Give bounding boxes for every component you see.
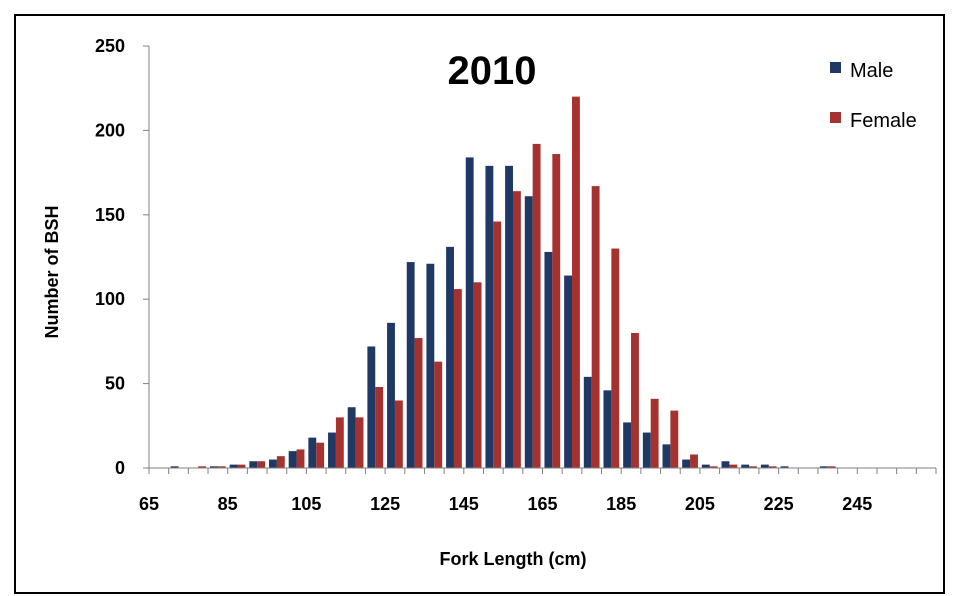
- bar-female: [729, 464, 738, 468]
- bar-female: [296, 449, 305, 468]
- bar-female: [316, 442, 325, 468]
- bar-female: [355, 417, 364, 468]
- bar-female: [532, 143, 541, 468]
- chart-svg: 2010 Number of BSH Fork Length (cm) Male…: [42, 36, 937, 569]
- x-tick-label: 145: [449, 494, 479, 514]
- bar-male: [229, 464, 238, 468]
- legend: Male Female: [830, 60, 917, 132]
- bar-female: [335, 417, 344, 468]
- bar-male: [170, 466, 179, 468]
- bar-female: [217, 466, 226, 468]
- bar-male: [682, 459, 691, 468]
- legend-swatch-female: [830, 112, 841, 123]
- bar-female: [650, 398, 659, 468]
- bar-male: [269, 459, 277, 468]
- bar-male: [505, 165, 513, 468]
- bar-female: [611, 248, 620, 468]
- bar-male: [209, 466, 218, 468]
- x-tick-label: 225: [764, 494, 794, 514]
- bar-male: [760, 464, 769, 468]
- bar-male: [741, 464, 750, 468]
- chart-frame: 2010 Number of BSH Fork Length (cm) Male…: [14, 14, 945, 594]
- bar-male: [544, 251, 553, 468]
- y-tick-label: 0: [115, 458, 125, 478]
- bar-female: [552, 154, 561, 469]
- y-tick-label: 200: [95, 120, 125, 140]
- bar-female: [709, 466, 718, 468]
- x-tick-label: 165: [527, 494, 557, 514]
- bar-male: [446, 246, 454, 468]
- bar-male: [485, 165, 494, 468]
- legend-swatch-male: [830, 62, 841, 73]
- bar-male: [780, 466, 789, 468]
- bar-male: [367, 346, 376, 468]
- bar-female: [670, 410, 679, 468]
- bar-male: [426, 263, 435, 468]
- bar-male: [642, 432, 651, 468]
- bar-male: [603, 390, 612, 468]
- bar-female: [768, 466, 777, 468]
- bar-female: [375, 386, 384, 468]
- bar-female: [827, 466, 836, 468]
- bar-male: [623, 422, 632, 468]
- bar-female: [591, 186, 600, 468]
- bar-female: [237, 464, 246, 468]
- bar-female: [493, 221, 502, 468]
- bar-male: [701, 464, 710, 468]
- bars-group: [170, 96, 836, 469]
- chart-title: 2010: [448, 49, 537, 93]
- legend-label-female: Female: [850, 110, 917, 132]
- bar-male: [819, 466, 828, 468]
- bar-female: [276, 456, 285, 468]
- bar-female: [453, 289, 462, 468]
- x-tick-label: 125: [370, 494, 400, 514]
- x-tick-label: 85: [218, 494, 238, 514]
- bar-female: [690, 454, 698, 468]
- y-tick-label: 50: [105, 374, 125, 394]
- x-tick-label: 205: [685, 494, 715, 514]
- bar-male: [387, 322, 395, 468]
- bar-male: [406, 262, 415, 468]
- bar-male: [249, 461, 258, 468]
- bar-male: [583, 376, 592, 468]
- bar-male: [662, 444, 671, 468]
- x-tick-label: 185: [606, 494, 636, 514]
- bar-female: [512, 191, 521, 468]
- bar-male: [328, 432, 336, 468]
- x-tick-label: 245: [842, 494, 872, 514]
- bar-female: [572, 96, 580, 468]
- y-tick-label: 150: [95, 205, 125, 225]
- x-tick-label: 65: [139, 494, 159, 514]
- bar-female: [414, 338, 423, 468]
- bar-female: [198, 466, 207, 468]
- bar-male: [347, 407, 356, 468]
- y-tick-label: 100: [95, 289, 125, 309]
- bar-male: [288, 451, 297, 468]
- bar-female: [473, 282, 482, 468]
- bar-female: [631, 332, 639, 468]
- bar-female: [394, 400, 403, 468]
- x-axis-title: Fork Length (cm): [440, 549, 587, 569]
- y-axis-title: Number of BSH: [42, 205, 62, 338]
- bar-male: [308, 437, 317, 468]
- bar-female: [749, 466, 757, 468]
- y-tick-label: 250: [95, 36, 125, 56]
- bar-female: [257, 461, 266, 468]
- bar-female: [434, 361, 443, 468]
- x-tick-label: 105: [291, 494, 321, 514]
- bar-male: [564, 275, 573, 468]
- axes-group: 0 50 100 150 200 250 65 85 105 125 145 165 185 205 225…: [95, 36, 937, 514]
- bar-male: [465, 157, 474, 468]
- legend-label-male: Male: [850, 60, 893, 82]
- bar-male: [721, 461, 730, 468]
- bar-male: [524, 196, 533, 468]
